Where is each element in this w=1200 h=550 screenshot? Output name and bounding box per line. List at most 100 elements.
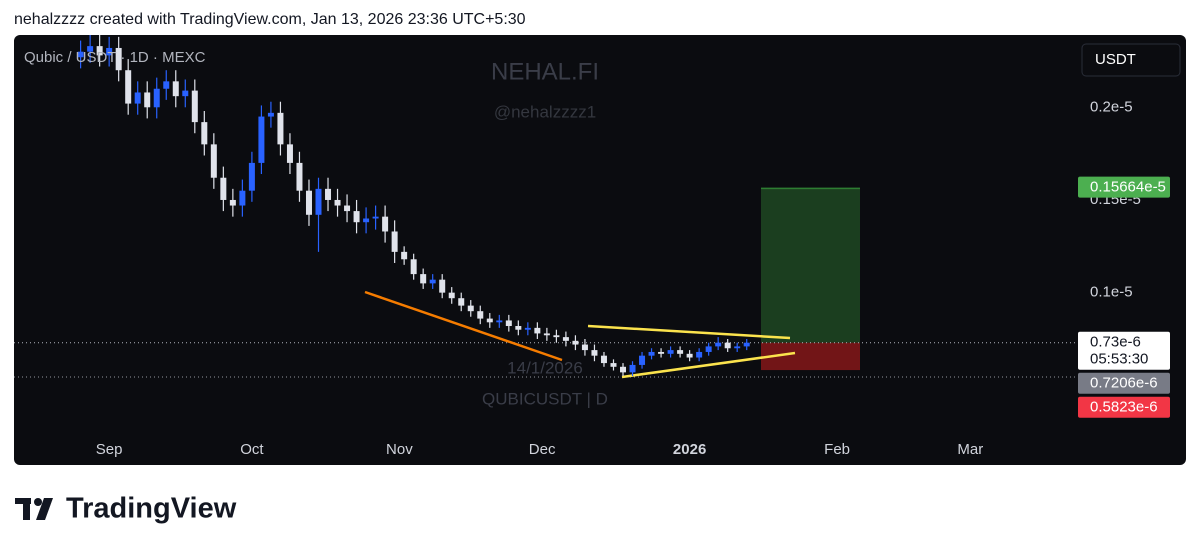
price-label-box	[1078, 176, 1170, 198]
candle-body	[467, 305, 474, 312]
candle-body	[315, 188, 322, 215]
brand-name: TradingView	[66, 493, 237, 525]
candle-body	[153, 88, 160, 108]
candle-body	[201, 122, 208, 145]
x-tick-label: Mar	[957, 441, 983, 458]
candle-body	[258, 116, 265, 163]
candle-body	[106, 47, 113, 56]
candle-body	[572, 340, 579, 345]
candle-body	[677, 350, 684, 354]
price-label: 0.73e-6	[1090, 334, 1141, 351]
candle-body	[581, 344, 588, 351]
x-tick-label: Oct	[240, 441, 264, 458]
candle-body	[391, 231, 398, 252]
profit-zone-top	[761, 187, 860, 190]
candle-body	[553, 335, 560, 338]
candle-body	[248, 162, 255, 191]
candle-body	[96, 46, 103, 56]
candle-body	[87, 46, 94, 52]
candle-body	[353, 211, 360, 223]
logo-stem	[23, 498, 30, 520]
candle-body	[429, 279, 436, 284]
candle-body	[639, 355, 646, 365]
logo-dot	[34, 498, 42, 506]
price-label: 0.15664e-5	[1090, 179, 1166, 196]
x-tick-label: Feb	[824, 441, 850, 458]
price-label-box	[1078, 372, 1170, 394]
candle-body	[696, 351, 703, 358]
candle-body	[220, 177, 227, 200]
candle-body	[401, 251, 408, 260]
candle-body	[296, 162, 303, 191]
brand-logo	[15, 498, 53, 520]
candle-body	[715, 342, 722, 347]
candle-body	[277, 112, 284, 145]
candle-body	[191, 90, 198, 123]
x-tick-label: Nov	[386, 441, 413, 458]
candle-body	[515, 326, 522, 330]
candle-body	[410, 259, 417, 275]
candle-body	[144, 92, 151, 108]
candle-body	[620, 366, 627, 373]
watermark-date: 14/1/2026	[507, 358, 583, 377]
candle-body	[505, 320, 512, 327]
logo-slash	[36, 498, 53, 520]
profit-zone	[761, 187, 860, 343]
candle-body	[334, 199, 341, 206]
candle-body	[372, 216, 379, 219]
chart-legend: Qubic / USDT · 1D · MEXC	[24, 49, 206, 66]
trendline-yellow-upper	[587, 324, 791, 340]
candle-body	[115, 47, 122, 71]
trendline-orange	[364, 290, 563, 362]
candle-body	[591, 350, 598, 356]
candle-body	[658, 351, 665, 354]
candle-body	[439, 279, 446, 293]
candle-body	[600, 355, 607, 364]
currency-button[interactable]	[1081, 43, 1181, 77]
candle-body	[344, 205, 351, 212]
candle-body	[363, 218, 370, 223]
candle-body	[686, 353, 693, 358]
watermark-handle: @nehalzzzz1	[494, 102, 596, 121]
x-tick-label: 2026	[673, 441, 706, 458]
chart-panel	[14, 35, 1186, 465]
currency-button-label[interactable]: USDT	[1095, 51, 1136, 68]
price-label-countdown: 05:53:30	[1090, 351, 1148, 368]
price-label: 0.7206e-6	[1090, 375, 1158, 392]
candle-body	[734, 346, 741, 349]
candle-body	[724, 342, 731, 349]
watermark-symbol: QUBICUSDT | D	[482, 389, 608, 408]
candle-body	[325, 188, 332, 200]
candle-body	[648, 351, 655, 356]
candle-body	[667, 350, 674, 354]
price-label-box	[1078, 396, 1170, 418]
candle-body	[382, 216, 389, 232]
candle-body	[486, 318, 493, 323]
price-label: 0.5823e-6	[1090, 399, 1158, 416]
candle-body	[448, 292, 455, 299]
candle-body	[743, 342, 750, 347]
price-label-box	[1078, 331, 1170, 370]
x-tick-label: Sep	[96, 441, 123, 458]
y-tick-label: 0.1e-5	[1090, 284, 1133, 301]
candle-body	[705, 346, 712, 352]
candle-body	[182, 90, 189, 97]
candle-body	[172, 81, 179, 97]
candle-body	[629, 364, 636, 373]
candle-body	[134, 92, 141, 104]
header-text: nehalzzzz created with TradingView.com, …	[14, 11, 526, 28]
candle-body	[229, 199, 236, 206]
candle-body	[77, 51, 84, 58]
candle-body	[534, 327, 541, 334]
candle-body	[305, 190, 312, 215]
candle-body	[496, 320, 503, 323]
watermark-title: NEHAL.FI	[491, 58, 599, 85]
candle-body	[458, 298, 465, 306]
candle-body	[163, 81, 170, 89]
candle-body	[125, 70, 132, 104]
candle-body	[562, 337, 569, 341]
candle-body	[477, 311, 484, 319]
